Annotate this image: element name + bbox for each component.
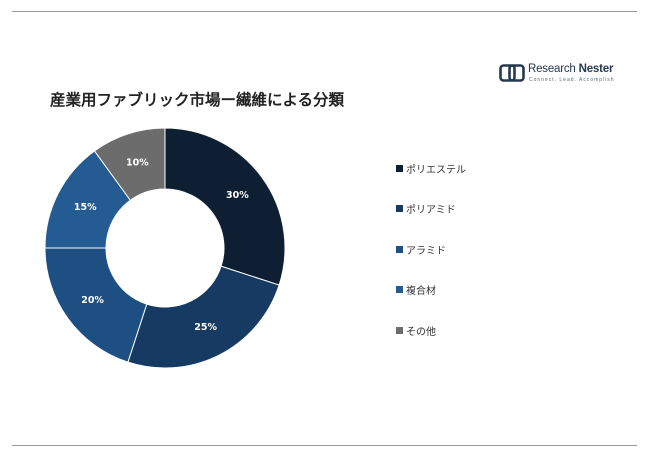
legend-label-5: その他 bbox=[406, 326, 436, 338]
slice-label-5: 10% bbox=[126, 157, 149, 168]
donut-slice-labels: 30% 25% 20% 15% 10% bbox=[74, 157, 249, 333]
legend-label-2: ポリアミド bbox=[406, 205, 456, 216]
legend-swatch-2 bbox=[396, 205, 403, 212]
donut-slice-2 bbox=[127, 265, 280, 369]
logo-mark-icon bbox=[499, 64, 525, 82]
logo-tagline: Connect. Lead. Accomplish bbox=[529, 77, 615, 83]
legend-label-1: ポリエステル bbox=[406, 164, 466, 176]
legend-swatch-5 bbox=[396, 326, 403, 334]
chart-title: 産業用ファブリック市場ー繊維による分類 bbox=[50, 91, 345, 109]
donut-slice-1 bbox=[164, 127, 286, 286]
slice-label-2: 25% bbox=[194, 322, 217, 333]
legend-label-3: アラミド bbox=[406, 245, 446, 257]
legend-item-5: その他 bbox=[396, 320, 466, 340]
slice-label-4: 15% bbox=[74, 202, 97, 213]
legend-swatch-1 bbox=[396, 164, 403, 172]
legend-item-4: 複合材 bbox=[396, 280, 466, 300]
logo-name-nester: Nester bbox=[578, 63, 614, 75]
slice-label-1: 30% bbox=[226, 190, 249, 201]
legend-item-1: ポリエステル bbox=[396, 158, 466, 178]
legend-label-4: 複合材 bbox=[406, 286, 436, 297]
donut-slice-5 bbox=[93, 127, 166, 201]
legend-swatch-4 bbox=[396, 286, 403, 293]
legend-item-2: ポリアミド bbox=[396, 199, 466, 219]
legend-item-3: アラミド bbox=[396, 239, 466, 259]
legend-swatch-3 bbox=[396, 245, 403, 253]
logo-wordmark: Research Nester bbox=[528, 63, 613, 75]
research-nester-logo: Research Nester Connect. Lead. Accomplis… bbox=[499, 61, 619, 85]
slice-label-3: 20% bbox=[81, 295, 104, 306]
donut-slices bbox=[44, 127, 286, 369]
logo-name-research: Research bbox=[528, 63, 576, 75]
bottom-divider bbox=[12, 445, 637, 446]
donut-slice-3 bbox=[44, 247, 148, 363]
top-divider bbox=[12, 11, 637, 12]
chart-legend: ポリエステル ポリアミドアラミド複合材その他 bbox=[396, 158, 466, 361]
